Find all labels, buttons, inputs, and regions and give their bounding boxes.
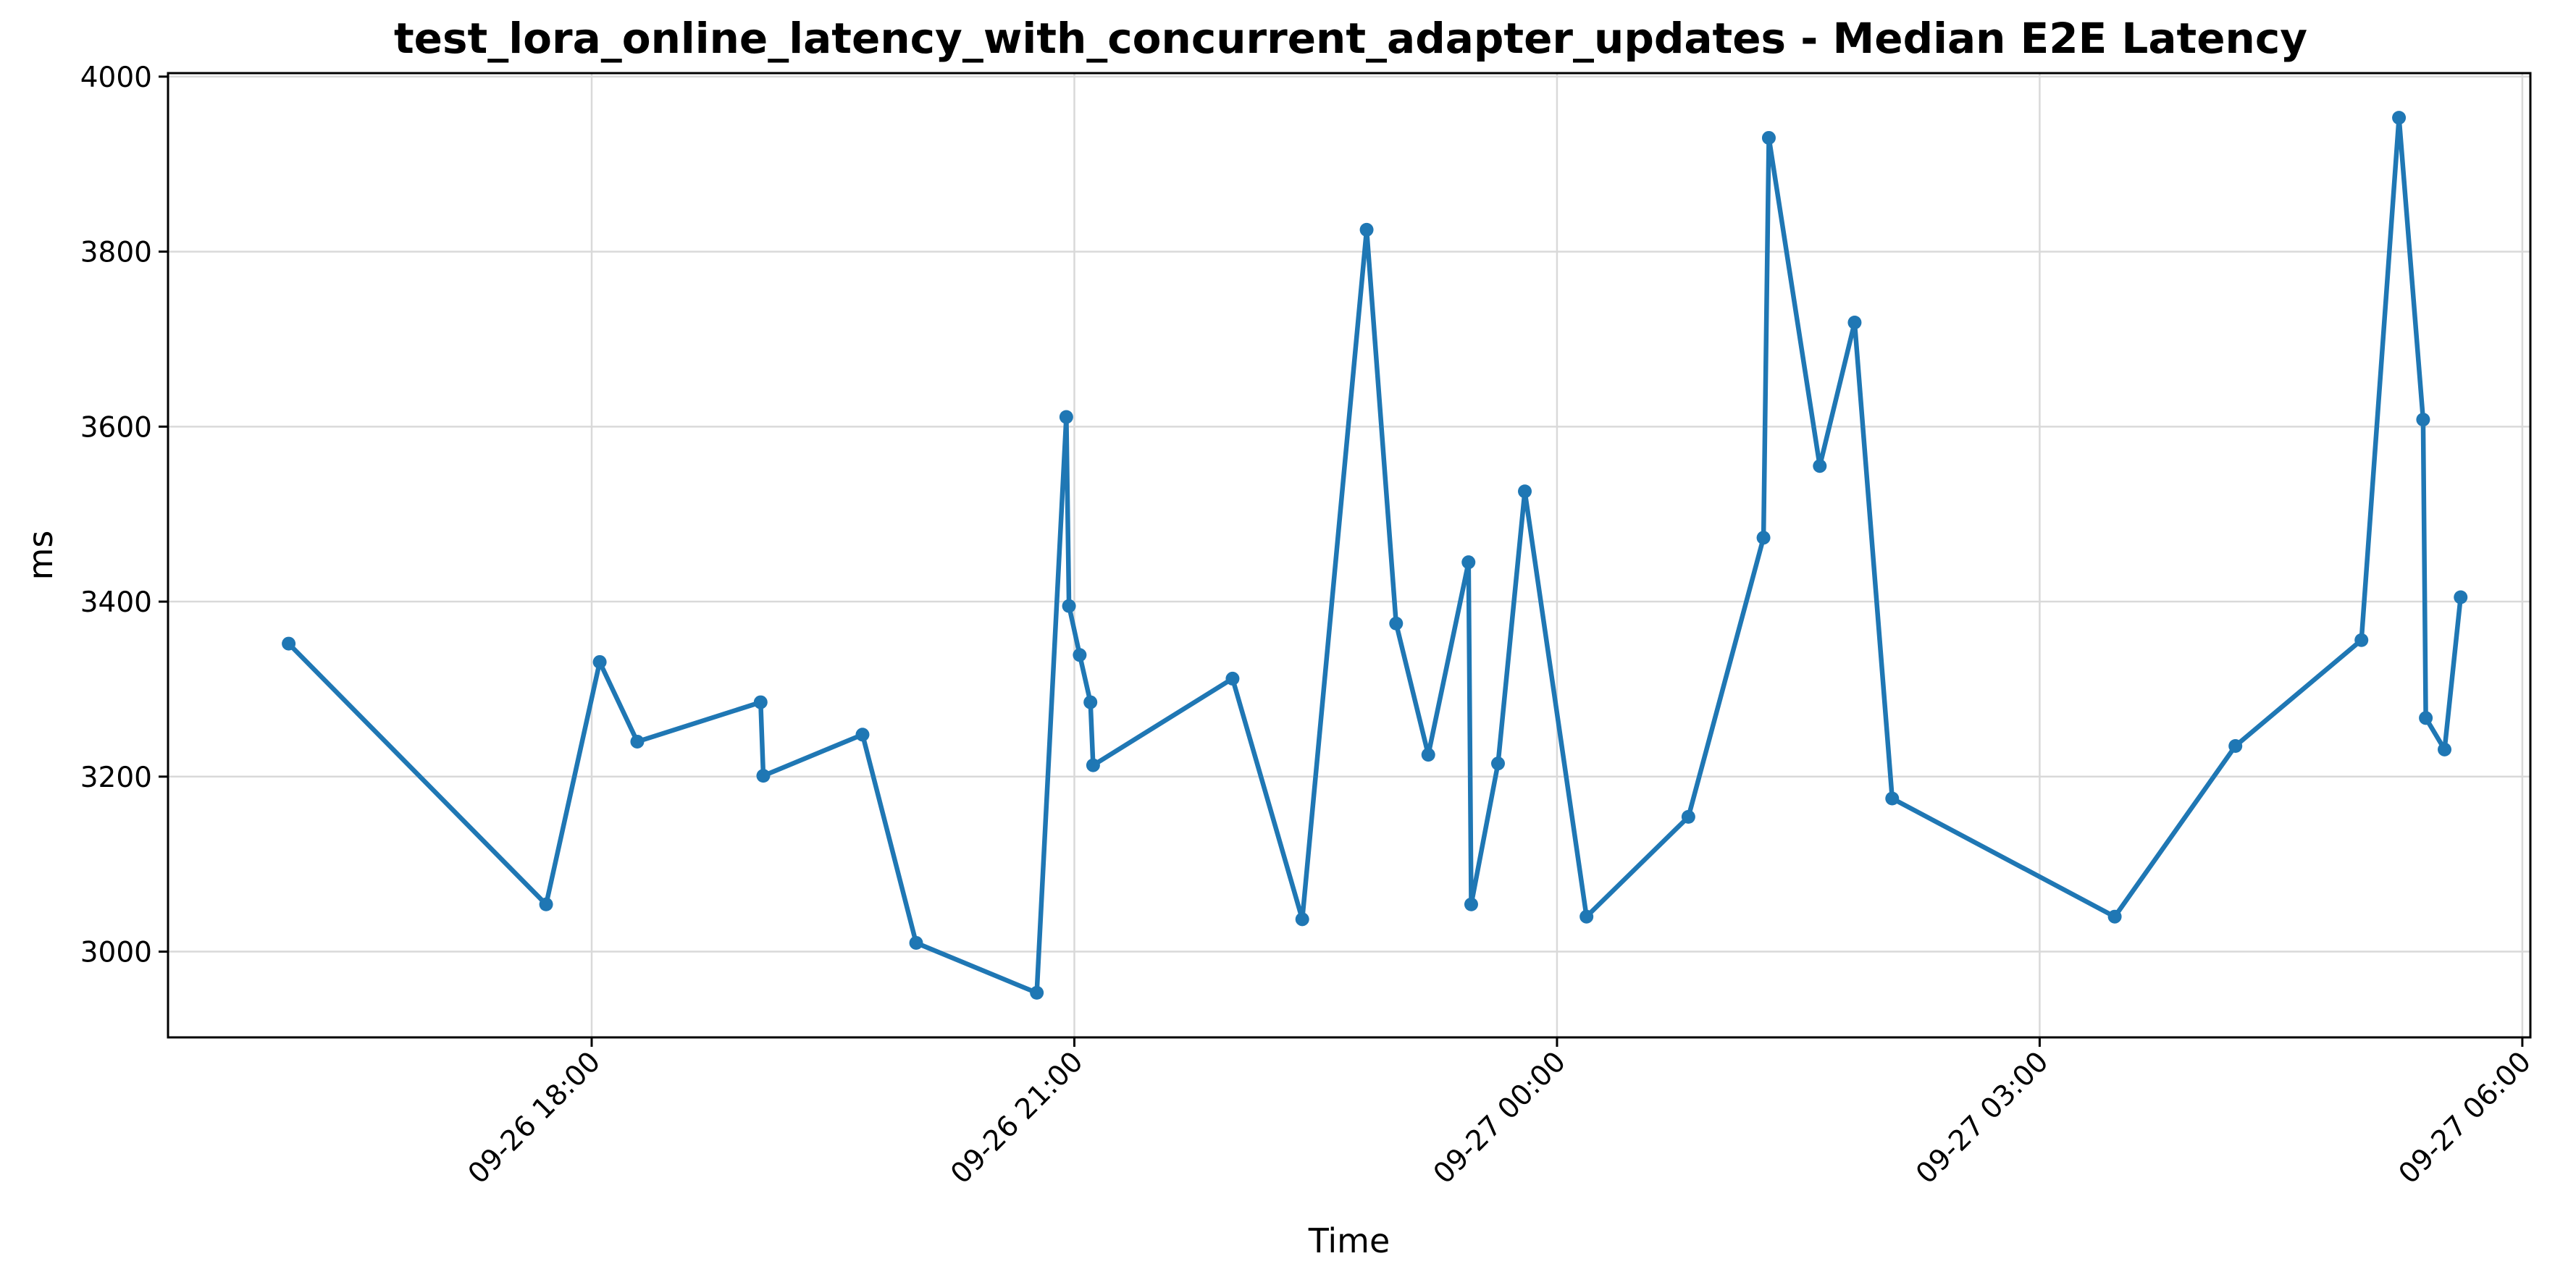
grid-layer [168,73,2530,1037]
data-point [539,897,553,911]
data-point [756,769,771,783]
data-point [2454,590,2468,604]
data-point [1490,756,1505,771]
data-point [1756,531,1771,545]
data-point [1421,748,1435,762]
y-tick-label: 3600 [80,411,152,444]
data-point [592,654,607,669]
data-point [909,935,923,950]
x-tick-label: 09-27 03:00 [1910,1045,2055,1190]
data-point [2438,742,2452,756]
data-point [2392,111,2407,125]
data-point [1083,695,1098,709]
data-point [1579,909,1594,924]
y-tick-label: 3000 [80,937,152,969]
data-point [1464,897,1478,911]
data-point [2416,413,2430,427]
series-line [286,115,2463,995]
data-point [2419,711,2433,725]
data-point [1761,130,1776,145]
data-point [1062,599,1076,613]
tick-layer: 3000 3200 3400 3600 3800 4000 09-26 18:00 09-26… [80,62,2538,1191]
data-point [855,728,870,742]
data-point [630,734,645,749]
data-point [1681,809,1695,824]
x-tick-label: 09-27 00:00 [1427,1045,1572,1190]
data-point [1389,616,1404,631]
x-axis-label: Time [1308,1221,1390,1260]
data-point [753,695,768,709]
y-axis-label: ms [21,531,60,581]
x-tick-label: 09-27 06:00 [2393,1045,2538,1190]
y-tick-label: 4000 [80,62,152,94]
x-tick-label: 09-26 18:00 [462,1045,607,1190]
data-point [1030,985,1044,1000]
data-point [1813,459,1827,473]
y-tick-label: 3400 [80,586,152,619]
x-tick-label: 09-26 21:00 [944,1045,1089,1190]
y-tick-label: 3800 [80,237,152,269]
data-point [1295,912,1309,927]
chart-title: test_lora_online_latency_with_concurrent… [394,14,2307,63]
data-point [1885,791,1900,806]
data-point [282,636,296,651]
data-point [1461,555,1476,570]
data-point [2354,633,2369,647]
data-point [1518,484,1532,499]
data-point [2228,738,2243,753]
data-point [1059,410,1073,424]
data-point [1073,648,1087,662]
series-layer [282,111,2468,1000]
data-point [1086,758,1100,772]
data-point [1359,222,1374,237]
plot-frame [167,72,2532,1039]
data-point [2107,909,2122,924]
data-point [1225,671,1240,686]
y-tick-label: 3200 [80,762,152,794]
data-point [1847,315,1862,329]
